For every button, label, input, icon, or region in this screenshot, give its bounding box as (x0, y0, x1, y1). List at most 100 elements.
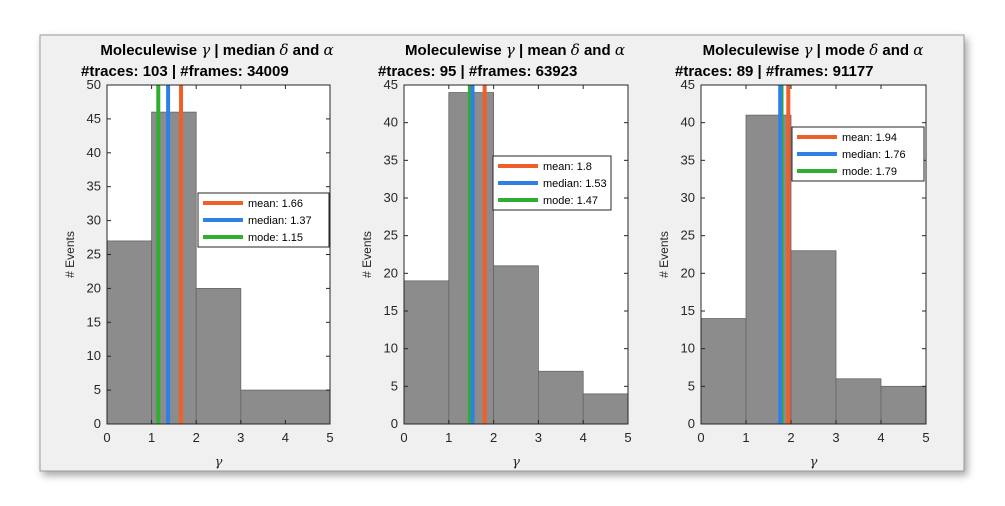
title-symbol: δ (869, 41, 878, 59)
x-tick-label: 3 (237, 430, 244, 445)
histogram-bar (404, 281, 449, 424)
x-tick-label: 3 (535, 430, 542, 445)
title-text: Moleculewise (703, 42, 804, 59)
chart-title: Moleculewise γ | mode δ and α (703, 41, 924, 59)
title-symbol: γ (201, 41, 210, 59)
x-tick-label: 1 (742, 430, 749, 445)
y-tick-label: 40 (384, 115, 398, 130)
x-axis-label: γ (512, 455, 520, 470)
title-text: and (580, 42, 615, 59)
title-symbol: α (323, 41, 333, 59)
y-tick-label: 45 (384, 77, 398, 92)
y-tick-label: 0 (391, 416, 398, 431)
title-text: Moleculewise (100, 42, 201, 59)
chart-subtitle: #traces: 103 | #frames: 34009 (81, 63, 289, 80)
y-tick-label: 45 (681, 77, 695, 92)
y-axis-label: # Events (360, 231, 374, 278)
legend-entry: mode: 1.47 (543, 195, 598, 207)
legend-entry: mode: 1.79 (842, 166, 897, 178)
histogram-bar (791, 251, 836, 424)
y-tick-label: 40 (87, 145, 101, 160)
chart-title: Moleculewise γ | mean δ and α (405, 41, 625, 59)
x-tick-label: 4 (282, 430, 289, 445)
x-tick-label: 5 (922, 430, 929, 445)
histogram-bar (746, 115, 791, 424)
x-axis-label: γ (215, 455, 223, 470)
y-axis-label: # Events (657, 231, 671, 278)
y-tick-label: 35 (384, 152, 398, 167)
x-tick-label: 1 (445, 430, 452, 445)
x-tick-label: 1 (148, 430, 155, 445)
y-axis-label: # Events (63, 231, 77, 278)
histogram-bar (241, 390, 330, 424)
x-tick-label: 3 (832, 430, 839, 445)
y-tick-label: 10 (384, 341, 398, 356)
y-tick-label: 15 (681, 303, 695, 318)
legend-entry: mean: 1.66 (248, 198, 303, 210)
title-symbol: α (913, 41, 923, 59)
x-axis-label: γ (810, 455, 818, 470)
title-text: and (878, 42, 913, 59)
y-tick-label: 15 (384, 303, 398, 318)
legend-entry: median: 1.37 (248, 215, 312, 227)
chart-title: Moleculewise γ | median δ and α (100, 41, 333, 59)
chart-subtitle: #traces: 89 | #frames: 91177 (675, 63, 874, 80)
title-symbol: γ (506, 41, 515, 59)
chart-subtitle: #traces: 95 | #frames: 63923 (378, 63, 577, 80)
y-tick-label: 45 (87, 111, 101, 126)
title-text: | median (210, 42, 279, 59)
y-tick-label: 15 (87, 314, 101, 329)
legend: mean: 1.8 median: 1.53 mode: 1.47 (493, 156, 611, 210)
y-tick-label: 25 (681, 228, 695, 243)
y-tick-label: 10 (87, 348, 101, 363)
y-tick-label: 5 (391, 378, 398, 393)
legend-entry: median: 1.76 (842, 149, 906, 161)
x-tick-label: 5 (624, 430, 631, 445)
x-tick-label: 2 (787, 430, 794, 445)
legend: mean: 1.94 median: 1.76 mode: 1.79 (792, 127, 924, 181)
legend: mean: 1.66 median: 1.37 mode: 1.15 (198, 193, 329, 247)
y-tick-label: 30 (681, 190, 695, 205)
legend-entry: mean: 1.8 (543, 161, 592, 173)
title-text: and (288, 42, 323, 59)
x-tick-label: 0 (103, 430, 110, 445)
histogram-bar (881, 386, 926, 424)
histogram-bar (701, 319, 746, 424)
panels: Moleculewise γ | median δ and α #traces: … (63, 41, 930, 470)
histogram-bar (836, 379, 881, 424)
y-tick-label: 5 (688, 378, 695, 393)
x-tick-label: 4 (580, 430, 587, 445)
histogram-bar (538, 371, 583, 424)
y-tick-label: 20 (87, 280, 101, 295)
y-tick-label: 25 (87, 247, 101, 262)
x-tick-label: 4 (877, 430, 884, 445)
title-symbol: δ (571, 41, 580, 59)
legend-entry: mean: 1.94 (842, 132, 897, 144)
title-symbol: γ (804, 41, 813, 59)
x-tick-label: 0 (697, 430, 704, 445)
histogram-bar (196, 288, 241, 424)
histogram-bar (107, 241, 152, 424)
y-tick-label: 25 (384, 228, 398, 243)
histogram-bar (583, 394, 628, 424)
legend-entry: median: 1.53 (543, 178, 607, 190)
y-tick-label: 0 (688, 416, 695, 431)
y-tick-label: 10 (681, 341, 695, 356)
title-text: Moleculewise (405, 42, 506, 59)
y-tick-label: 20 (384, 265, 398, 280)
x-tick-label: 2 (490, 430, 497, 445)
legend-entry: mode: 1.15 (248, 232, 303, 244)
y-tick-label: 30 (384, 190, 398, 205)
title-symbol: α (615, 41, 625, 59)
x-tick-label: 0 (400, 430, 407, 445)
histogram-bar (494, 266, 539, 424)
y-tick-label: 30 (87, 213, 101, 228)
x-tick-label: 5 (326, 430, 333, 445)
y-tick-label: 35 (681, 152, 695, 167)
x-tick-label: 2 (193, 430, 200, 445)
y-tick-label: 0 (94, 416, 101, 431)
y-tick-label: 40 (681, 115, 695, 130)
y-tick-label: 20 (681, 265, 695, 280)
y-tick-label: 50 (87, 77, 101, 92)
